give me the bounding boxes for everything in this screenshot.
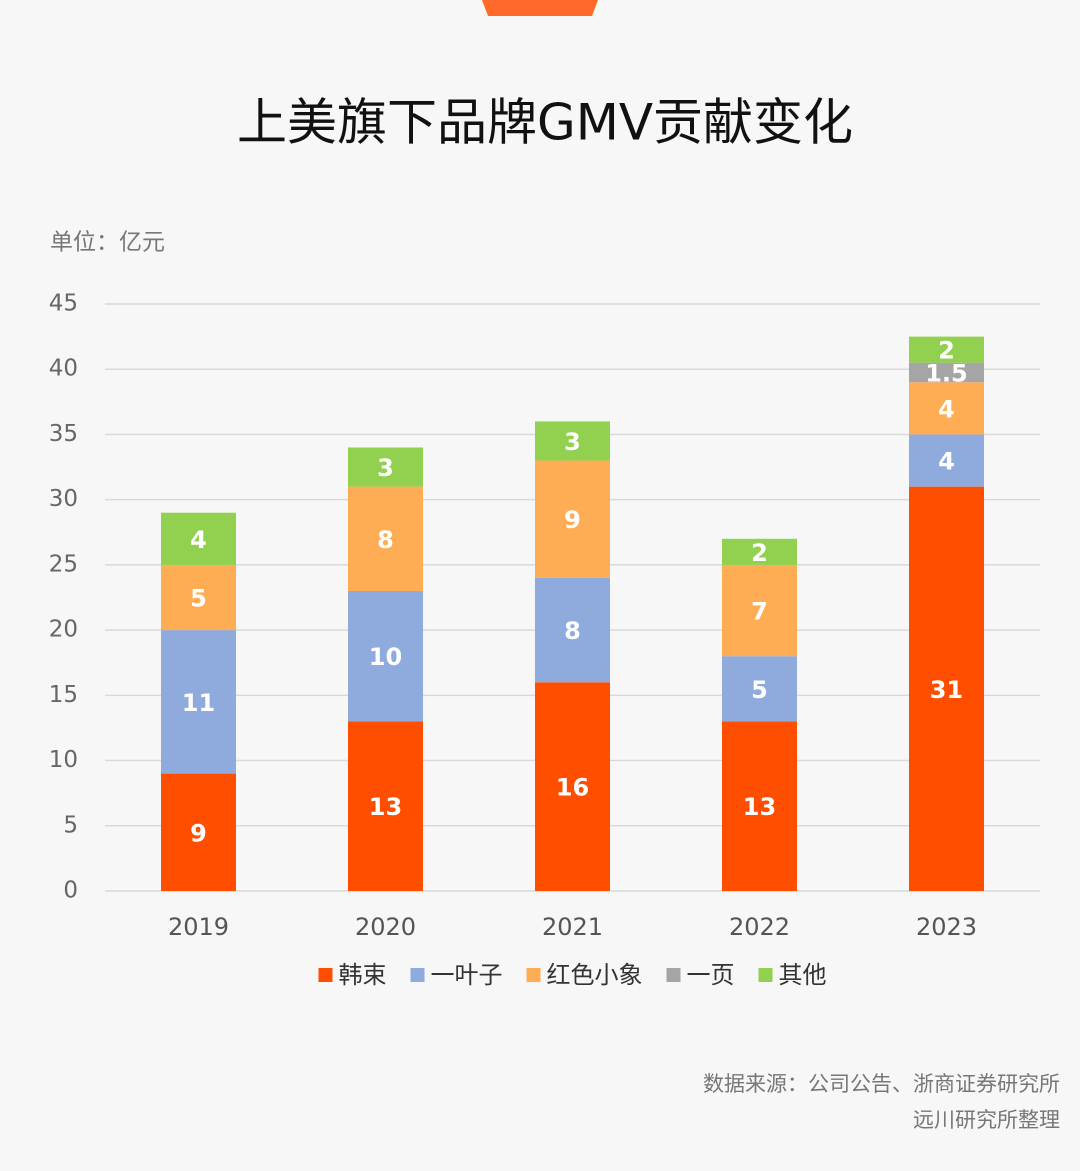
y-tick-label: 5 <box>63 812 78 838</box>
source-line: 远川研究所整理 <box>913 1108 1060 1132</box>
bar-segment <box>909 382 984 435</box>
bar-segment <box>909 336 984 363</box>
data-label: 3 <box>564 428 581 456</box>
legend-label: 一页 <box>687 961 735 989</box>
data-label: 4 <box>190 526 207 554</box>
data-label: 2 <box>751 539 768 567</box>
bar-segment <box>348 721 423 891</box>
bar-segment <box>722 538 797 565</box>
y-tick-label: 20 <box>49 617 78 643</box>
y-tick-label: 40 <box>49 356 78 382</box>
legend-swatch <box>758 968 773 982</box>
data-label: 9 <box>190 819 207 847</box>
legend-label: 韩束 <box>339 961 387 989</box>
y-tick-label: 45 <box>49 291 78 317</box>
bar-segment <box>535 460 610 578</box>
bar-segment <box>535 577 610 683</box>
unit-label: 单位：亿元 <box>50 230 165 256</box>
data-label: 7 <box>751 598 768 626</box>
bar-segment <box>722 656 797 722</box>
source-line: 数据来源：公司公告、浙商证券研究所 <box>703 1072 1060 1096</box>
bar-segment <box>161 630 236 774</box>
data-label: 3 <box>377 454 394 482</box>
legend-item: 一叶子 <box>410 961 503 989</box>
data-label: 4 <box>938 448 955 476</box>
x-tick-label: 2022 <box>729 913 790 941</box>
data-label: 2 <box>938 337 955 365</box>
data-label: 13 <box>743 793 776 821</box>
legend-swatch <box>410 968 425 982</box>
y-tick-label: 10 <box>49 747 78 773</box>
data-label: 8 <box>377 526 394 554</box>
legend-label: 其他 <box>779 961 827 989</box>
bar-segment <box>161 773 236 891</box>
data-label: 5 <box>751 676 768 704</box>
x-tick-label: 2020 <box>355 913 416 941</box>
bar-segment <box>535 421 610 461</box>
bar-segment <box>348 590 423 722</box>
data-label: 31 <box>930 676 963 704</box>
bar-segment <box>909 434 984 487</box>
y-tick-label: 35 <box>49 421 78 447</box>
data-label: 16 <box>556 774 589 802</box>
data-label: 10 <box>369 643 402 671</box>
legend-item: 韩束 <box>318 961 387 989</box>
x-tick-label: 2019 <box>168 913 229 941</box>
y-tick-label: 30 <box>49 486 78 512</box>
legend-swatch <box>666 968 681 982</box>
data-label: 11 <box>182 689 215 717</box>
bar-segment <box>348 447 423 487</box>
x-tick-label: 2021 <box>542 913 603 941</box>
x-tick-label: 2023 <box>916 913 977 941</box>
bar-segment <box>722 564 797 657</box>
y-tick-label: 15 <box>49 682 78 708</box>
bar-segment <box>909 362 984 383</box>
legend-label: 红色小象 <box>547 961 643 989</box>
data-label: 9 <box>564 506 581 534</box>
bar-segment <box>161 564 236 631</box>
y-tick-label: 0 <box>63 878 78 904</box>
decor-tab <box>482 0 598 16</box>
bar-segment <box>161 512 236 565</box>
data-label: 4 <box>938 395 955 423</box>
data-label: 8 <box>564 617 581 645</box>
bar-segment <box>348 486 423 591</box>
bar-segment <box>722 721 797 891</box>
data-label: 13 <box>369 793 402 821</box>
legend-item: 其他 <box>758 961 827 989</box>
data-label: 1.5 <box>925 359 968 387</box>
chart-title: 上美旗下品牌GMV贡献变化 <box>237 94 853 152</box>
legend-label: 一叶子 <box>431 961 503 989</box>
data-label: 5 <box>190 585 207 613</box>
bar-segment <box>535 682 610 891</box>
legend-item: 一页 <box>666 961 735 989</box>
bar-segment <box>909 486 984 891</box>
legend-swatch <box>318 968 333 982</box>
y-tick-label: 25 <box>49 551 78 577</box>
legend-item: 红色小象 <box>526 961 643 989</box>
legend-swatch <box>526 968 541 982</box>
